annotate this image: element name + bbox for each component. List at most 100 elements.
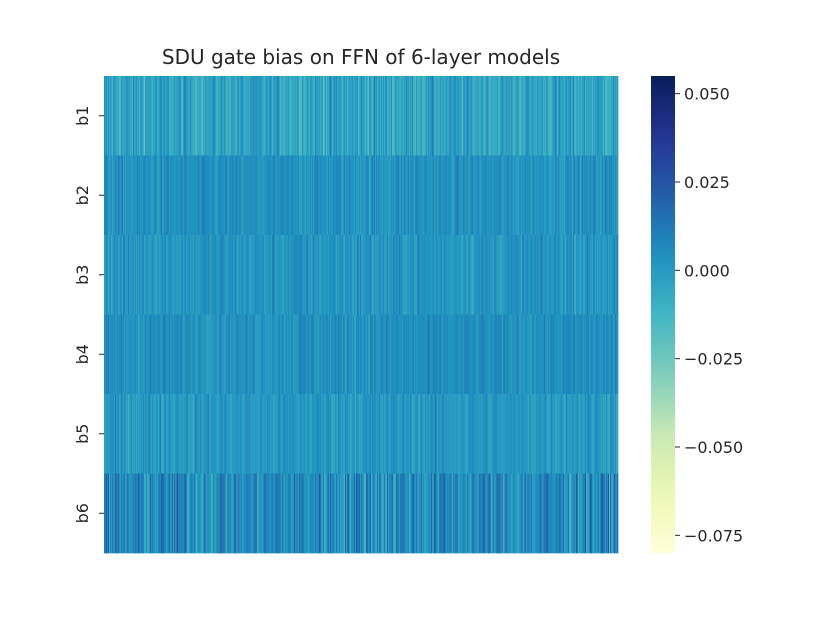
heatmap-cell xyxy=(445,155,447,236)
heatmap-cell xyxy=(281,235,284,315)
heatmap-cell xyxy=(482,155,484,236)
heatmap-cell xyxy=(350,473,353,554)
heatmap-cell xyxy=(446,155,448,236)
heatmap-cell xyxy=(584,235,587,315)
heatmap-cell xyxy=(195,76,197,156)
heatmap-cell xyxy=(108,235,110,315)
heatmap-cell xyxy=(194,235,196,315)
heatmap-cell xyxy=(268,314,270,395)
heatmap-cell xyxy=(334,314,337,395)
heatmap-cell xyxy=(154,155,156,236)
heatmap-cell xyxy=(114,235,116,315)
heatmap-cell xyxy=(558,155,561,236)
heatmap-cell xyxy=(590,314,593,395)
heatmap-cell xyxy=(568,155,571,236)
heatmap-cell xyxy=(230,394,232,474)
heatmap-cell xyxy=(515,394,517,474)
heatmap-cell xyxy=(456,155,458,236)
heatmap-cell xyxy=(614,76,617,156)
heatmap-cell xyxy=(223,394,225,474)
heatmap-cell xyxy=(484,473,486,554)
heatmap-cell xyxy=(145,76,147,156)
heatmap-cell xyxy=(225,155,227,236)
heatmap-cell xyxy=(572,314,575,395)
heatmap-cell xyxy=(112,76,114,156)
heatmap-cell xyxy=(254,394,256,474)
heatmap-cell xyxy=(534,314,537,395)
heatmap-cell xyxy=(265,394,267,474)
heatmap-cell xyxy=(401,76,403,156)
heatmap-cell xyxy=(482,314,484,395)
heatmap-cell xyxy=(578,473,581,554)
heatmap-cell xyxy=(542,473,545,554)
heatmap-cell xyxy=(562,394,565,474)
heatmap-cell xyxy=(328,314,331,395)
heatmap-cell xyxy=(128,155,130,236)
heatmap-cell xyxy=(391,394,393,474)
heatmap-cell xyxy=(598,314,601,395)
heatmap-cell xyxy=(450,235,452,315)
heatmap-cell xyxy=(563,235,566,315)
heatmap-cell xyxy=(392,394,394,474)
heatmap-cell xyxy=(134,155,136,236)
heatmap-cell xyxy=(293,394,296,474)
heatmap-cell xyxy=(133,394,135,474)
heatmap-cell xyxy=(210,473,212,554)
heatmap-cell xyxy=(158,76,160,156)
heatmap-cell xyxy=(233,155,235,236)
heatmap-cell xyxy=(594,394,597,474)
heatmap-cell xyxy=(592,473,595,554)
heatmap-cell xyxy=(543,155,546,236)
heatmap-cell xyxy=(474,76,476,156)
heatmap-cell xyxy=(116,76,118,156)
heatmap-cell xyxy=(114,473,116,554)
heatmap-cell xyxy=(353,314,356,395)
heatmap-cell xyxy=(270,473,273,554)
heatmap-cell xyxy=(165,394,167,474)
heatmap-cell xyxy=(221,76,223,156)
heatmap-cell xyxy=(147,473,149,554)
heatmap-cell xyxy=(571,394,574,474)
heatmap-cell xyxy=(575,235,578,315)
heatmap-cell xyxy=(488,155,490,236)
heatmap-cell xyxy=(267,473,269,554)
heatmap-cell xyxy=(181,473,183,554)
heatmap-cell xyxy=(518,314,520,395)
heatmap-cell xyxy=(459,76,461,156)
heatmap-cell xyxy=(164,155,166,236)
heatmap-cell xyxy=(483,235,485,315)
heatmap-cell xyxy=(257,394,259,474)
heatmap-cell xyxy=(292,473,295,554)
heatmap-cell xyxy=(543,235,546,315)
heatmap-cell xyxy=(414,314,416,395)
heatmap-cell xyxy=(510,394,512,474)
heatmap-cell xyxy=(189,76,191,156)
heatmap-cell xyxy=(441,155,443,236)
heatmap-cell xyxy=(474,155,476,236)
heatmap-cell xyxy=(144,314,146,395)
heatmap-cell xyxy=(408,473,410,554)
heatmap-cell xyxy=(572,76,575,156)
heatmap-cell xyxy=(333,473,336,554)
heatmap-cell xyxy=(561,314,564,395)
heatmap-cell xyxy=(495,155,497,236)
heatmap-cell xyxy=(403,473,405,554)
heatmap-cell xyxy=(229,473,231,554)
heatmap-cell xyxy=(367,473,369,554)
heatmap-cell xyxy=(320,155,323,236)
heatmap-cell xyxy=(414,473,416,554)
heatmap-cell xyxy=(512,76,514,156)
heatmap-cell xyxy=(174,235,176,315)
heatmap-cell xyxy=(170,76,172,156)
heatmap-cell xyxy=(245,76,247,156)
heatmap-cell xyxy=(540,76,543,156)
heatmap-cell xyxy=(453,394,455,474)
heatmap-cell xyxy=(475,155,477,236)
heatmap-cell xyxy=(215,155,217,236)
heatmap-cell xyxy=(154,394,156,474)
heatmap-cell xyxy=(242,76,244,156)
heatmap-cell xyxy=(129,314,131,395)
heatmap-cell xyxy=(352,76,355,156)
heatmap-cell xyxy=(384,314,386,395)
heatmap-cell xyxy=(517,394,519,474)
